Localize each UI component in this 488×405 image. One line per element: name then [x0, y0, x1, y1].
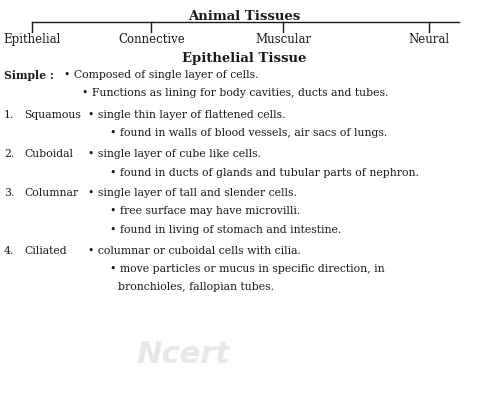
Text: • found in living of stomach and intestine.: • found in living of stomach and intesti…	[110, 225, 341, 235]
Text: 2.: 2.	[4, 149, 14, 159]
Text: • single layer of tall and slender cells.: • single layer of tall and slender cells…	[88, 188, 297, 198]
Text: Cuboidal: Cuboidal	[24, 149, 73, 159]
Text: • Composed of single layer of cells.: • Composed of single layer of cells.	[64, 70, 259, 80]
Text: bronchioles, fallopian tubes.: bronchioles, fallopian tubes.	[118, 283, 274, 292]
Text: 3.: 3.	[4, 188, 14, 198]
Text: • found in walls of blood vessels, air sacs of lungs.: • found in walls of blood vessels, air s…	[110, 128, 387, 139]
Text: Muscular: Muscular	[255, 33, 311, 46]
Text: 4.: 4.	[4, 245, 14, 256]
Text: • move particles or mucus in specific direction, in: • move particles or mucus in specific di…	[110, 264, 385, 274]
Text: • columnar or cuboidal cells with cilia.: • columnar or cuboidal cells with cilia.	[88, 245, 301, 256]
Text: Simple :: Simple :	[4, 70, 54, 81]
Text: Columnar: Columnar	[24, 188, 78, 198]
Text: • single layer of cube like cells.: • single layer of cube like cells.	[88, 149, 261, 159]
Text: • single thin layer of flattened cells.: • single thin layer of flattened cells.	[88, 110, 285, 120]
Text: Ncert: Ncert	[137, 340, 230, 369]
Text: Animal Tissues: Animal Tissues	[188, 10, 300, 23]
Text: Neural: Neural	[409, 33, 450, 46]
Text: Epithelial Tissue: Epithelial Tissue	[182, 52, 306, 65]
Text: • free surface may have microvilli.: • free surface may have microvilli.	[110, 207, 300, 217]
Text: • Functions as lining for body cavities, ducts and tubes.: • Functions as lining for body cavities,…	[82, 89, 388, 98]
Text: • found in ducts of glands and tubular parts of nephron.: • found in ducts of glands and tubular p…	[110, 168, 419, 177]
Text: Squamous: Squamous	[24, 110, 81, 120]
Text: Ciliated: Ciliated	[24, 245, 67, 256]
Text: Epithelial: Epithelial	[3, 33, 61, 46]
Text: 1.: 1.	[4, 110, 14, 120]
Text: Connective: Connective	[118, 33, 184, 46]
